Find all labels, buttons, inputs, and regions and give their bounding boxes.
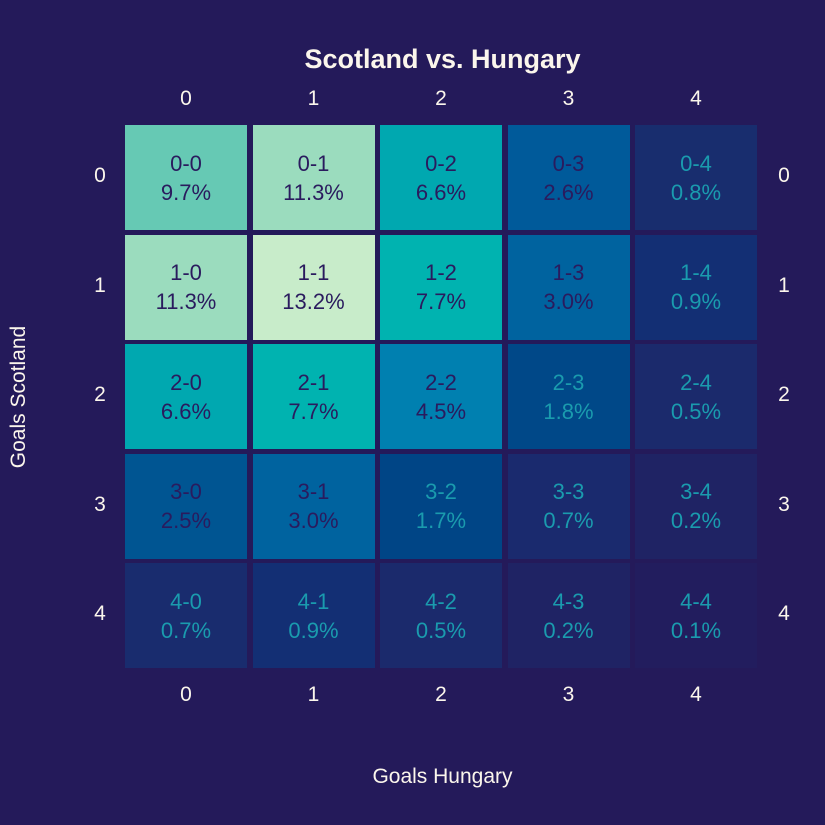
y-tick-left: 3 [94,492,106,516]
heatmap-cell-0-0: 0-0 9.7% [125,125,247,230]
heatmap-cell-2-2: 2-2 4.5% [380,344,502,449]
cell-score-label: 1-2 [425,260,457,285]
cell-percent-label: 3.0% [288,508,339,533]
y-tick-right: 0 [778,164,790,187]
cell-score-label: 2-3 [552,369,585,395]
y-tick-right: 2 [778,383,790,406]
cell-percent-label: 9.7% [160,179,212,205]
x-tick-top: 0 [180,87,192,110]
cell-percent-label: 13.2% [282,289,345,314]
heatmap-cell-3-1: 3-1 3.0% [252,453,375,559]
y-tick-left: 2 [94,383,106,406]
x-tick-bottom: 2 [435,683,447,706]
cell-score-label: 1-1 [297,260,330,285]
y-tick-right: 3 [778,492,790,516]
cell-percent-label: 0.8% [670,179,722,205]
heatmap-cell-3-2: 3-2 1.7% [380,453,502,559]
cell-score-label: 2-0 [170,369,202,395]
cell-score-label: 0-4 [680,150,712,176]
cell-score-label: 0-1 [297,150,330,176]
heatmap-cell-4-0: 4-0 0.7% [125,563,247,668]
heatmap-cell-3-0: 3-0 2.5% [125,453,247,559]
cell-score-label: 4-4 [680,588,712,614]
cell-percent-label: 2.5% [160,508,212,533]
x-tick-bottom: 0 [180,683,192,706]
cell-percent-label: 0.2% [670,508,722,533]
cell-percent-label: 0.7% [543,508,594,533]
heatmap-cell-2-0: 2-0 6.6% [125,344,247,449]
cell-score-label: 3-3 [552,479,585,504]
cell-percent-label: 4.5% [415,398,467,424]
heatmap-cell-0-2: 0-2 6.6% [380,125,502,230]
heatmap-cell-1-4: 1-4 0.9% [635,234,757,340]
heatmap-cell-4-2: 4-2 0.5% [380,563,502,668]
cell-percent-label: 2.6% [543,179,594,205]
cell-percent-label: 0.7% [160,617,212,643]
cell-percent-label: 7.7% [415,289,467,314]
x-tick-bottom: 1 [307,683,320,706]
cell-percent-label: 0.9% [288,617,339,643]
cell-percent-label: 7.7% [288,398,339,424]
y-axis-label: Goals Scotland [7,325,30,469]
cell-percent-label: 11.3% [283,179,344,205]
cell-score-label: 3-4 [680,479,712,504]
heatmap-cell-0-4: 0-4 0.8% [635,125,757,230]
heatmap-cell-0-3: 0-3 2.6% [507,125,630,230]
cell-percent-label: 0.9% [670,289,722,314]
y-tick-right: 1 [778,273,790,297]
cell-percent-label: 1.7% [415,508,467,533]
cell-score-label: 4-3 [552,588,585,614]
cell-score-label: 1-0 [170,260,202,285]
cell-percent-label: 0.5% [415,617,467,643]
heatmap-cell-4-1: 4-1 0.9% [252,563,375,668]
y-tick-left: 1 [94,273,106,297]
heatmap-cell-4-3: 4-3 0.2% [507,563,630,668]
cell-percent-label: 3.0% [543,289,594,314]
heatmap-cell-2-3: 2-3 1.8% [507,344,630,449]
cell-percent-label: 6.6% [160,398,212,424]
heatmap-cell-3-4: 3-4 0.2% [635,453,757,559]
cell-percent-label: 0.2% [543,617,594,643]
heatmap-cell-1-0: 1-0 11.3% [125,234,247,340]
heatmap-cell-0-1: 0-1 11.3% [252,125,375,230]
cell-score-label: 1-3 [552,260,585,285]
cell-percent-label: 11.3% [155,289,217,314]
y-tick-left: 4 [94,602,106,625]
chart-title: Scotland vs. Hungary [304,44,581,74]
x-tick-bottom: 4 [690,683,702,706]
y-tick-left: 0 [94,164,106,187]
cell-score-label: 4-0 [170,588,202,614]
heatmap-cell-4-4: 4-4 0.1% [635,563,757,668]
heatmap-cell-1-2: 1-2 7.7% [380,234,502,340]
cell-score-label: 2-4 [680,369,712,395]
cell-score-label: 2-1 [297,369,330,395]
x-tick-top: 1 [307,87,320,110]
cell-score-label: 0-0 [170,150,202,176]
cell-percent-label: 1.8% [543,398,594,424]
cell-score-label: 1-4 [680,260,712,285]
x-tick-top: 2 [435,87,447,110]
cell-percent-label: 0.1% [670,617,722,643]
y-tick-right: 4 [778,602,790,625]
cell-score-label: 3-1 [297,479,330,504]
cell-score-label: 0-3 [552,150,585,176]
x-axis-label: Goals Hungary [372,765,513,788]
cell-score-label: 3-0 [170,479,202,504]
x-tick-bottom: 3 [562,683,575,706]
heatmap-cell-2-1: 2-1 7.7% [252,344,375,449]
cell-score-label: 4-1 [297,588,330,614]
cell-score-label: 0-2 [425,150,457,176]
cell-percent-label: 6.6% [415,179,467,205]
heatmap-cell-1-1: 1-1 13.2% [252,234,375,340]
heatmap-cell-2-4: 2-4 0.5% [635,344,757,449]
x-tick-top: 3 [562,87,575,110]
heatmap-cell-1-3: 1-3 3.0% [507,234,630,340]
cell-percent-label: 0.5% [670,398,722,424]
x-tick-top: 4 [690,87,702,110]
cell-score-label: 2-2 [425,369,457,395]
heatmap-cell-3-3: 3-3 0.7% [507,453,630,559]
cell-score-label: 3-2 [425,479,457,504]
cell-score-label: 4-2 [425,588,457,614]
